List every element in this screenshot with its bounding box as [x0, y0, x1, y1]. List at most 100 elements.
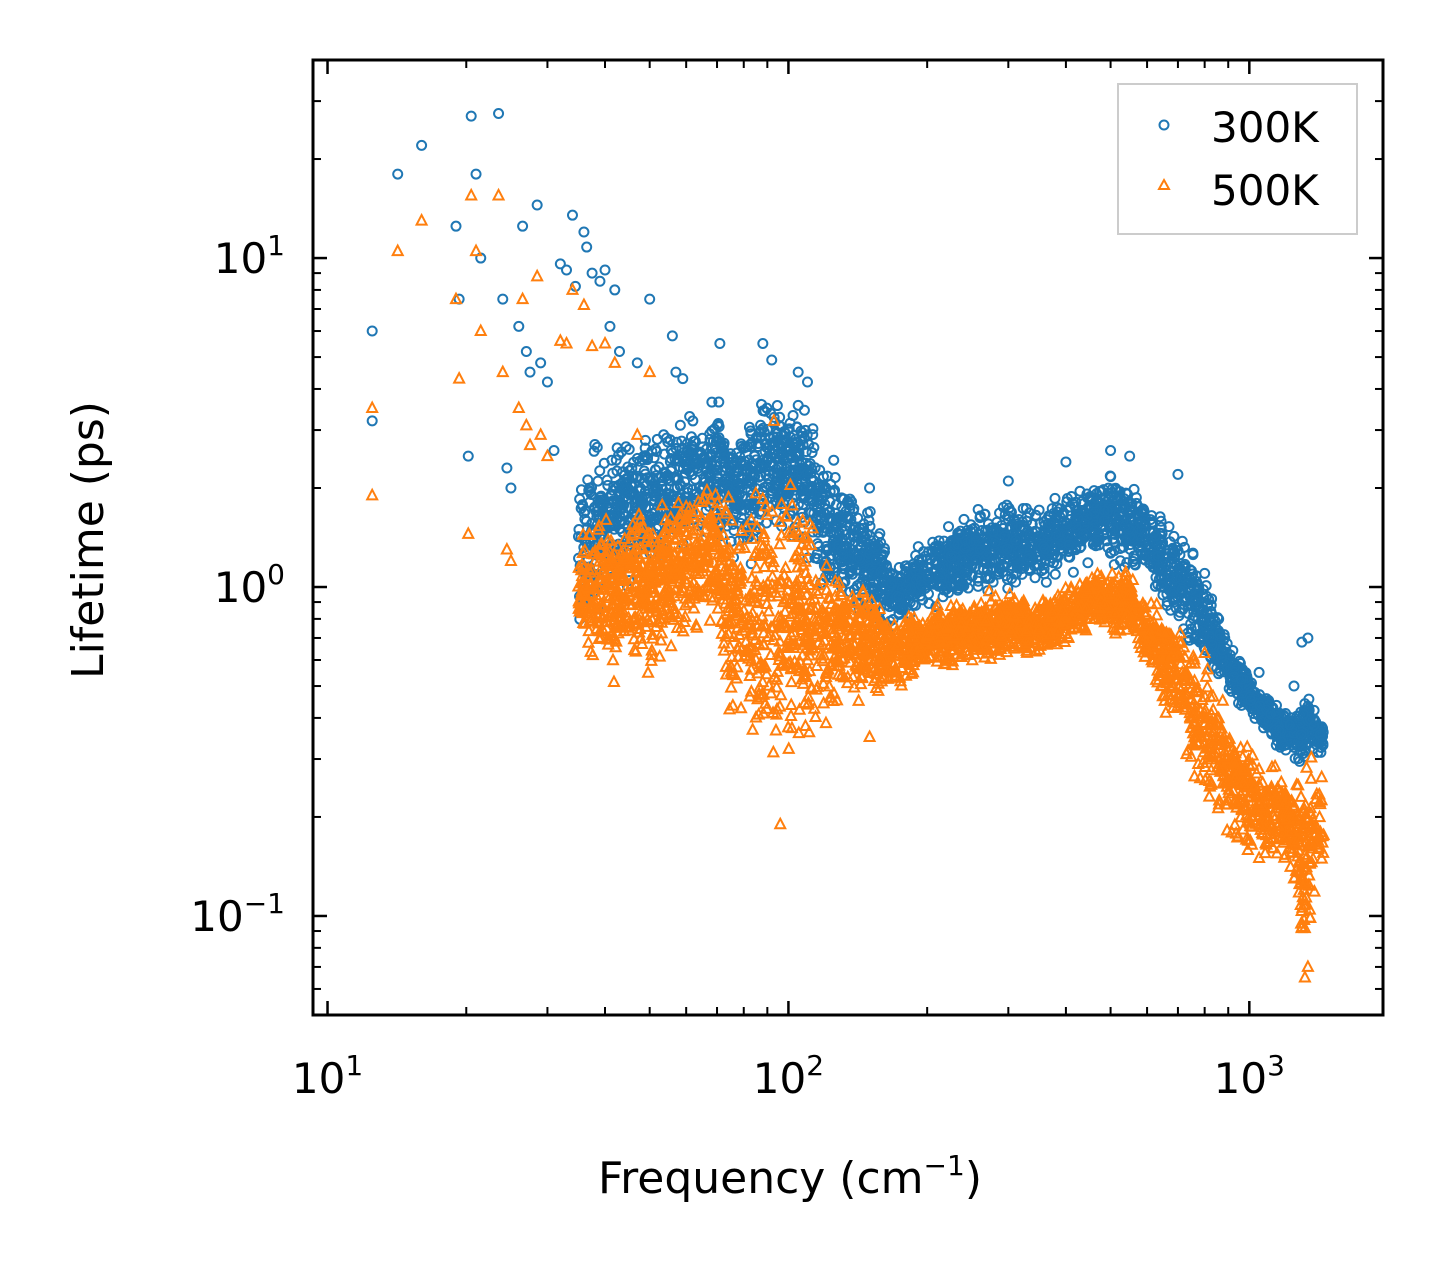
data-point	[462, 450, 474, 462]
data-point	[1060, 456, 1072, 468]
data-point-dense	[873, 531, 885, 543]
data-point-dense	[912, 541, 924, 553]
data-point-dense	[1105, 471, 1117, 483]
data-point	[594, 275, 606, 287]
data-point	[465, 110, 477, 122]
data-point-dense	[1065, 491, 1077, 503]
data-point-dense	[814, 520, 826, 532]
data-point	[1172, 468, 1184, 480]
data-point	[470, 168, 482, 180]
data-point-dense	[1082, 557, 1094, 569]
data-point	[541, 376, 553, 388]
data-point-dense	[706, 396, 718, 408]
data-point-dense	[1179, 562, 1191, 574]
data-point-dense	[626, 462, 638, 474]
data-point	[497, 293, 509, 305]
data-point	[666, 330, 678, 342]
data-point-dense	[1105, 546, 1117, 558]
data-point-dense	[584, 486, 596, 498]
data-point	[450, 220, 462, 232]
data-point-dense	[1163, 521, 1175, 533]
data-point-dense	[1216, 693, 1230, 706]
data-point-dense	[743, 421, 755, 433]
data-point-dense	[1040, 576, 1052, 588]
data-point	[802, 376, 814, 388]
data-point	[493, 108, 505, 120]
data-point	[1124, 450, 1136, 462]
data-point	[714, 337, 726, 349]
data-point	[613, 345, 625, 357]
data-point	[599, 264, 611, 276]
data-point	[366, 325, 378, 337]
data-point	[416, 139, 428, 151]
data-point-dense	[703, 613, 717, 626]
data-point	[581, 241, 593, 253]
data-point	[609, 284, 621, 296]
data-point-dense	[713, 396, 725, 408]
data-point	[524, 366, 536, 378]
data-point-dense	[769, 443, 781, 455]
data-point-dense	[766, 744, 781, 758]
data-point-dense	[923, 598, 935, 610]
data-point-dense	[589, 439, 601, 451]
data-point	[644, 293, 656, 305]
data-point-dense	[787, 410, 799, 422]
data-point	[578, 226, 590, 238]
data-point-dense	[828, 454, 840, 466]
data-point-dense	[606, 454, 618, 466]
data-point-dense	[592, 475, 604, 487]
data-point-dense	[594, 465, 606, 477]
data-point-dense	[1049, 492, 1061, 504]
data-point	[566, 209, 578, 221]
data-point	[501, 462, 513, 474]
data-point-dense	[617, 466, 629, 478]
data-point	[548, 445, 560, 457]
data-point	[792, 366, 804, 378]
data-point	[1199, 567, 1211, 579]
data-point	[1253, 666, 1265, 678]
data-point-dense	[1315, 769, 1329, 783]
scatter-series-layer	[365, 108, 1331, 983]
data-point-dense	[1067, 566, 1079, 578]
data-point-dense	[771, 400, 783, 412]
data-point-dense	[1155, 515, 1167, 527]
data-point-dense	[761, 456, 773, 468]
data-point-dense	[639, 434, 651, 446]
data-point-dense	[784, 674, 799, 688]
data-point	[604, 320, 616, 332]
data-point-dense	[824, 561, 836, 573]
data-point	[535, 357, 547, 369]
data-point	[1002, 475, 1014, 487]
data-point-dense	[858, 518, 870, 530]
data-point	[677, 373, 689, 385]
data-point-dense	[674, 419, 686, 431]
data-point-dense	[792, 399, 804, 411]
data-point-dense	[684, 411, 696, 423]
data-point-dense	[1202, 789, 1216, 802]
data-point-dense	[1130, 492, 1142, 504]
data-point	[864, 482, 876, 494]
data-point	[392, 168, 404, 180]
data-point-dense	[819, 715, 833, 729]
data-point	[1288, 680, 1300, 692]
data-point-dense	[1176, 535, 1188, 547]
data-point	[766, 354, 778, 366]
data-point	[513, 320, 525, 332]
data-point-dense	[807, 423, 819, 435]
data-point-dense	[1029, 572, 1041, 584]
data-point-dense	[801, 429, 813, 441]
data-point	[505, 482, 517, 494]
data-point-dense	[641, 665, 655, 678]
data-point-dense	[651, 433, 663, 445]
data-point	[586, 267, 598, 279]
data-point-dense	[807, 429, 819, 441]
data-point-dense	[596, 494, 608, 506]
data-point-dense	[943, 521, 955, 533]
data-point-dense	[1200, 679, 1215, 693]
data-point-dense	[606, 652, 620, 666]
data-point	[520, 345, 532, 357]
data-point-dense	[1049, 568, 1061, 580]
data-point	[1105, 445, 1117, 457]
data-point	[631, 357, 643, 369]
